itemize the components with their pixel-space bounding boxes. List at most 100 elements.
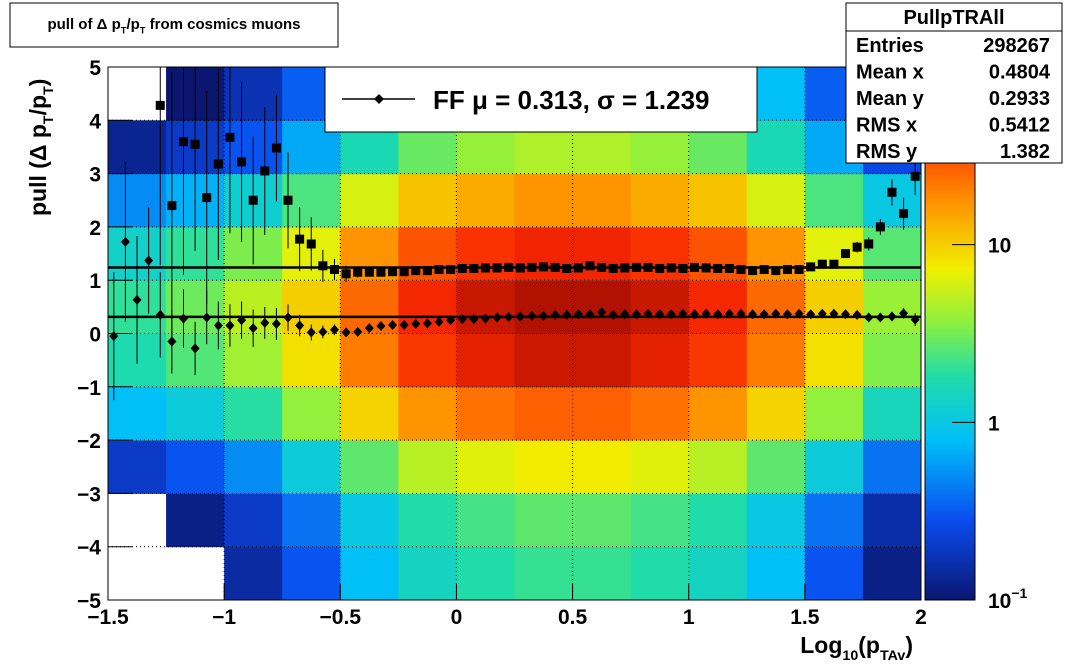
heat-cell bbox=[456, 333, 515, 388]
square-marker bbox=[690, 262, 700, 272]
square-marker bbox=[759, 265, 769, 275]
stats-key: RMS y bbox=[856, 141, 918, 163]
square-marker bbox=[875, 222, 885, 232]
heat-cell bbox=[282, 386, 341, 441]
stats-value: 298267 bbox=[983, 35, 1050, 57]
square-marker bbox=[539, 262, 549, 272]
heat-cell bbox=[340, 440, 399, 494]
heat-cell bbox=[804, 173, 864, 228]
diamond-marker bbox=[109, 331, 119, 342]
heat-cell bbox=[514, 546, 574, 600]
heat-cell bbox=[108, 440, 167, 494]
diamond-marker bbox=[469, 314, 479, 325]
square-marker bbox=[457, 263, 467, 273]
heat-cell bbox=[688, 173, 748, 228]
diamond-marker bbox=[539, 310, 549, 321]
heat-cell bbox=[630, 173, 690, 228]
heat-cell bbox=[166, 440, 225, 494]
square-marker bbox=[271, 143, 281, 153]
stats-box bbox=[845, 2, 1063, 164]
legend-label: FF μ = 0.313, σ = 1.239 bbox=[433, 85, 710, 115]
square-marker bbox=[678, 263, 688, 273]
subscript: T bbox=[41, 86, 57, 95]
heat-cell bbox=[688, 546, 748, 600]
square-marker bbox=[364, 267, 374, 277]
heat-cell bbox=[514, 440, 574, 494]
square-marker bbox=[353, 267, 363, 277]
diamond-marker bbox=[120, 236, 130, 247]
square-marker bbox=[248, 195, 258, 205]
heat-cell bbox=[572, 440, 632, 494]
z-tick-label: 1 bbox=[988, 412, 1000, 435]
square-marker bbox=[422, 266, 432, 276]
stats-key: Mean y bbox=[856, 88, 925, 110]
square-marker bbox=[283, 195, 293, 205]
heat-cell bbox=[224, 386, 283, 441]
y-tick-label: 4 bbox=[89, 110, 101, 133]
heat-cell bbox=[108, 120, 167, 175]
text-part: ) bbox=[25, 79, 51, 87]
diamond-marker bbox=[144, 255, 154, 266]
heat-cell bbox=[862, 546, 921, 600]
heat-cell bbox=[224, 546, 283, 600]
y-tick-label: −1 bbox=[77, 377, 101, 400]
diamond-marker bbox=[167, 336, 177, 347]
heat-cell bbox=[688, 333, 748, 388]
y-tick-label: 2 bbox=[89, 217, 101, 240]
heat-cell bbox=[688, 493, 748, 548]
y-tick-label: 3 bbox=[89, 164, 101, 187]
square-marker bbox=[306, 239, 316, 249]
diamond-marker bbox=[899, 308, 909, 319]
square-marker bbox=[782, 265, 792, 275]
diamond-marker bbox=[306, 327, 316, 338]
heat-cell bbox=[804, 546, 864, 600]
y-tick-label: −2 bbox=[77, 430, 101, 453]
diamond-marker bbox=[155, 309, 165, 320]
heat-cell bbox=[862, 440, 921, 494]
heat-cell bbox=[804, 280, 864, 334]
heat-cell bbox=[282, 333, 341, 388]
diamond-marker bbox=[643, 308, 653, 319]
heat-cell bbox=[572, 173, 632, 228]
text-part: /p bbox=[25, 95, 51, 115]
square-marker bbox=[527, 262, 537, 272]
diamond-marker bbox=[794, 308, 804, 319]
diamond-marker bbox=[260, 317, 270, 328]
heat-cell bbox=[514, 333, 574, 388]
diamond-marker bbox=[190, 343, 200, 354]
heat-cell bbox=[630, 280, 690, 334]
x-tick-label: 1 bbox=[683, 606, 695, 629]
heat-cell bbox=[862, 386, 921, 441]
heat-cell bbox=[804, 386, 864, 441]
diamond-marker bbox=[178, 313, 188, 324]
diamond-marker bbox=[283, 312, 293, 323]
diamond-marker bbox=[608, 309, 618, 320]
diamond-marker bbox=[690, 309, 700, 320]
text-part: pull (Δ p bbox=[25, 124, 51, 216]
x-tick-label: 0.5 bbox=[558, 606, 588, 629]
subscript: 10 bbox=[842, 648, 858, 664]
diamond-marker bbox=[736, 308, 746, 319]
heat-cell bbox=[108, 386, 167, 441]
heat-cell bbox=[340, 386, 399, 441]
square-marker bbox=[295, 234, 305, 244]
text-part: pull of Δ p bbox=[47, 16, 120, 33]
heat-cell bbox=[166, 386, 225, 441]
square-marker bbox=[515, 263, 525, 273]
square-marker bbox=[910, 171, 920, 181]
diamond-marker bbox=[213, 320, 223, 331]
heat-cell bbox=[514, 280, 574, 334]
square-marker bbox=[155, 100, 165, 110]
heat-cell bbox=[282, 493, 341, 548]
diamond-marker bbox=[887, 311, 897, 322]
heat-cell bbox=[746, 333, 806, 388]
square-marker bbox=[713, 263, 723, 273]
y-tick-label: 0 bbox=[89, 324, 101, 347]
heat-cell bbox=[282, 440, 341, 494]
square-marker bbox=[213, 159, 223, 169]
diamond-marker bbox=[573, 309, 583, 320]
heat-cell bbox=[456, 493, 515, 548]
heat-cell bbox=[514, 386, 574, 441]
